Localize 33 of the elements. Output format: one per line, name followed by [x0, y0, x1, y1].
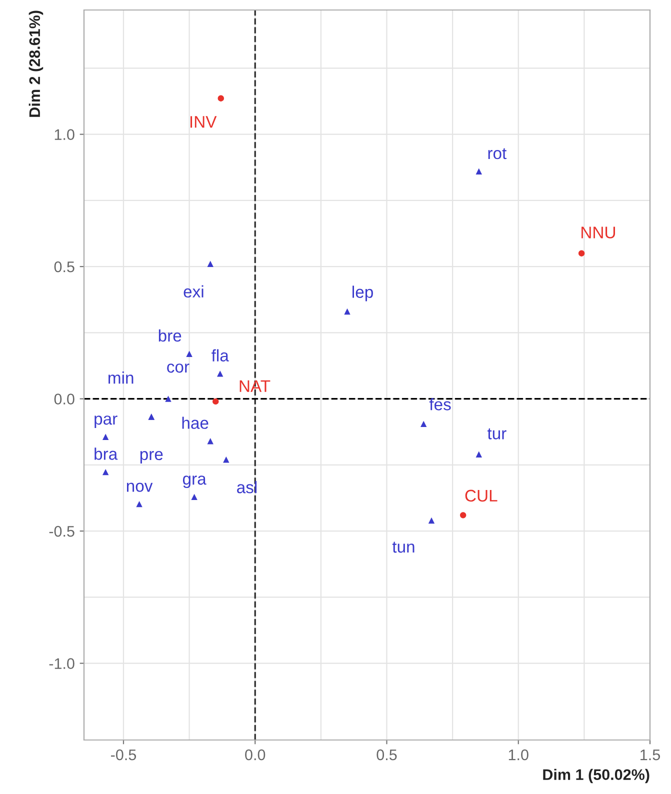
- annotation: pre: [140, 451, 163, 464]
- annotation: tur: [487, 428, 506, 440]
- x-tick-label: 0.0: [245, 749, 266, 760]
- annotation: nov: [126, 482, 153, 492]
- annotation: lep: [352, 286, 373, 302]
- annotation: tun: [392, 542, 414, 553]
- annotation: hae: [182, 416, 208, 429]
- annotation: fla: [212, 349, 229, 362]
- y-axis-title: Dim 2 (28.61%): [28, 10, 44, 117]
- annotation: CUL: [465, 490, 498, 502]
- annotation: rot: [488, 148, 507, 160]
- x-tick-label: 1.0: [508, 749, 528, 760]
- annotation: NNU: [582, 226, 615, 238]
- annotation: cor: [167, 364, 190, 373]
- y-tick-label: 0.5: [54, 261, 74, 272]
- annotation: asl: [237, 481, 257, 494]
- annotation: bre: [158, 329, 182, 342]
- y-tick-label: -0.5: [49, 526, 74, 537]
- annotation: INV: [190, 116, 217, 128]
- annotation: par: [94, 416, 118, 428]
- annotation: fes: [429, 398, 451, 410]
- x-tick-label: 0.5: [376, 749, 397, 760]
- y-tick-label: 0.0: [54, 394, 74, 404]
- x-tick-label: 1.5: [640, 750, 660, 760]
- y-tick-label: 1.0: [54, 129, 74, 140]
- annotation: exi: [184, 285, 204, 298]
- x-axis-title: Dim 1 (50.02%): [543, 768, 650, 784]
- y-tick-label: -1.0: [49, 658, 74, 669]
- annotation: bra: [94, 448, 118, 460]
- x-tick-label: -0.5: [111, 749, 136, 760]
- annotation: min: [108, 372, 134, 384]
- annotation: gra: [182, 476, 206, 488]
- annotation: NAT: [240, 380, 270, 392]
